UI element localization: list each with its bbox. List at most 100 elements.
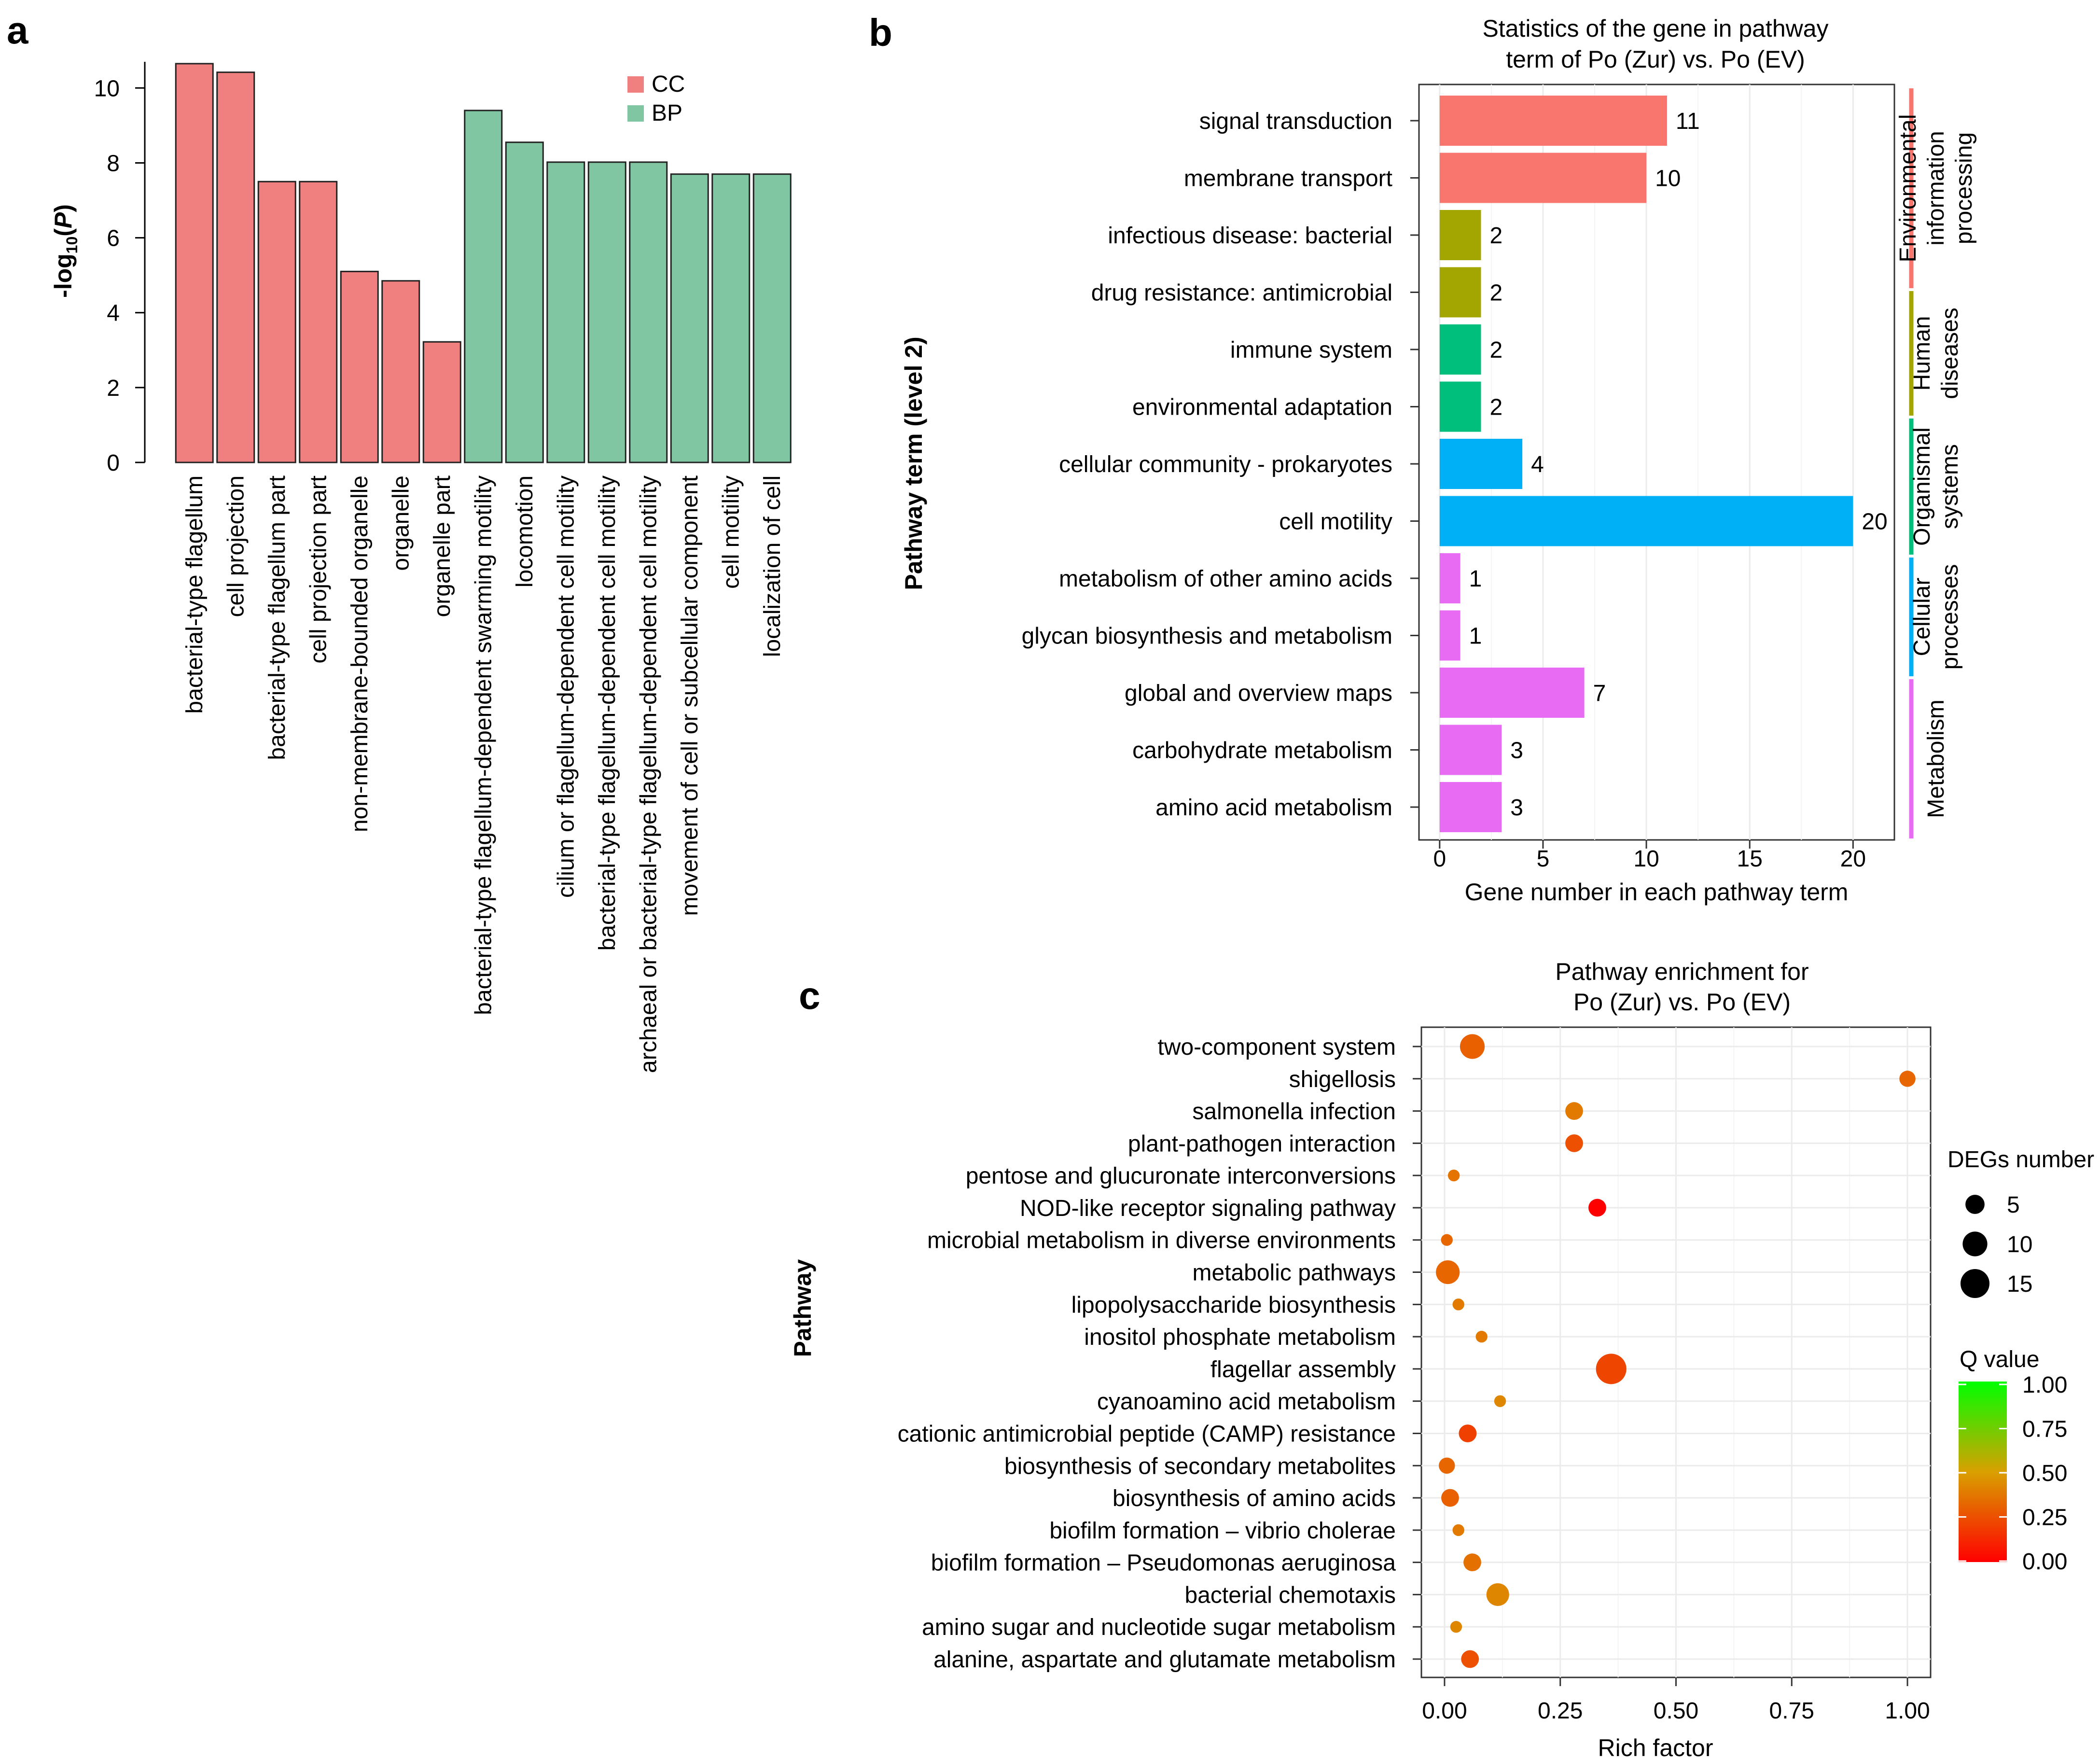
b-bar-value-label: 2 xyxy=(1489,223,1502,249)
bar-organelle-part xyxy=(422,341,461,463)
a-x-tick-label: movement of cell or subcellular componen… xyxy=(677,475,703,916)
legend-swatch-bp xyxy=(627,105,644,122)
b-bar-value-label: 3 xyxy=(1510,795,1523,821)
legend-label-cc: CC xyxy=(652,71,685,97)
b-y-tick-label: amino acid metabolism xyxy=(1155,795,1392,821)
size-legend-label: 15 xyxy=(2007,1271,2032,1297)
b-y-axis-title: Pathway term (level 2) xyxy=(900,336,927,590)
point-biosynthesis-of-secondary-metabolites xyxy=(1439,1457,1455,1474)
b-bar-value-label: 2 xyxy=(1489,280,1502,306)
point-amino-sugar-and-nucleotide-sugar-metabolism xyxy=(1450,1621,1462,1633)
b-bar-value-label: 2 xyxy=(1489,395,1502,420)
side-group-label: diseases xyxy=(1937,307,1963,399)
c-y-tick-label: flagellar assembly xyxy=(1210,1357,1396,1382)
point-biofilm-formation-pseudomonas-aeruginosa xyxy=(1463,1553,1481,1572)
c-y-tick-label: NOD-like receptor signaling pathway xyxy=(1020,1196,1396,1221)
c-y-tick-label: inositol phosphate metabolism xyxy=(1084,1325,1396,1350)
b-bar-value-label: 2 xyxy=(1489,337,1502,363)
colorbar-tick-label: 0.50 xyxy=(2022,1461,2067,1486)
a-y-tick-label: 8 xyxy=(107,151,120,176)
point-plant-pathogen-interaction xyxy=(1565,1134,1583,1152)
c-color-legend: Q value 1.00 0.75 0.50 0.25 0.00 xyxy=(1959,1347,2067,1575)
side-group-label: systems xyxy=(1937,444,1963,529)
side-group-label: Organismal xyxy=(1909,427,1935,545)
c-grid xyxy=(1421,1027,1931,1677)
a-x-tick-label: cell projection xyxy=(223,475,249,617)
point-nod-like-receptor-signaling-pathway xyxy=(1588,1199,1606,1217)
a-x-tick-label: organelle xyxy=(388,475,414,571)
bar-cellular-community-prokaryotes xyxy=(1439,439,1523,489)
point-lipopolysaccharide-biosynthesis xyxy=(1452,1298,1464,1311)
b-bar-value-label: 3 xyxy=(1510,738,1523,764)
colorbar-tick-label: 0.00 xyxy=(2022,1549,2067,1575)
c-y-tick-label: biosynthesis of amino acids xyxy=(1113,1486,1396,1511)
point-cyanoamino-acid-metabolism xyxy=(1494,1395,1506,1407)
bar-global-and-overview-maps xyxy=(1439,668,1585,718)
c-y-tick-label: biofilm formation – vibrio cholerae xyxy=(1049,1518,1396,1544)
c-y-tick-label: cationic antimicrobial peptide (CAMP) re… xyxy=(898,1421,1396,1447)
a-x-tick-label: cilium or flagellum-dependent cell motil… xyxy=(553,475,579,898)
b-y-tick-label: cell motility xyxy=(1279,509,1392,535)
b-y-tick-label: environmental adaptation xyxy=(1132,395,1392,420)
panel-label-a: a xyxy=(7,9,28,52)
bar-organelle xyxy=(381,280,420,463)
c-y-tick-label: two-component system xyxy=(1157,1034,1396,1060)
bar-cell-projection-part xyxy=(299,181,338,463)
panel-a: a -log10(P) 0 2 4 6 8 10 bacterial-type flage… xyxy=(7,9,792,1073)
b-bar-value-label: 11 xyxy=(1676,109,1700,134)
bar-amino-acid-metabolism xyxy=(1439,782,1502,832)
c-x-tick-label: 0.00 xyxy=(1422,1698,1467,1724)
colorbar-tick-label: 0.75 xyxy=(2022,1417,2067,1442)
c-y-tick-label: salmonella infection xyxy=(1192,1099,1396,1125)
b-x-tick-label: 0 xyxy=(1433,846,1446,872)
size-legend-dot xyxy=(1962,1231,1988,1256)
c-x-tick-label: 0.50 xyxy=(1654,1698,1698,1724)
bar-bacterial-type-flagellum-dependent-cell-motility xyxy=(587,161,626,463)
c-y-tick-label: lipopolysaccharide biosynthesis xyxy=(1071,1292,1396,1318)
size-legend-title: DEGs number xyxy=(1947,1147,2094,1173)
legend-swatch-cc xyxy=(627,76,644,93)
point-biosynthesis-of-amino-acids xyxy=(1441,1489,1459,1507)
size-legend-label: 5 xyxy=(2007,1192,2020,1218)
a-x-tick-label: bacterial-type flagellum-dependent swarm… xyxy=(471,475,496,1015)
side-group-label: Environmental xyxy=(1895,114,1921,263)
size-legend-dot xyxy=(1965,1195,1985,1214)
panel-label-b: b xyxy=(869,11,892,54)
c-y-tick-label: biosynthesis of secondary metabolites xyxy=(1004,1453,1396,1479)
point-shigellosis xyxy=(1899,1071,1916,1087)
c-y-tick-label: biofilm formation – Pseudomonas aerugino… xyxy=(931,1550,1396,1576)
a-y-axis-title: -log10(P) xyxy=(50,204,81,298)
c-x-tick-label: 0.75 xyxy=(1769,1698,1814,1724)
b-y-tick-label: immune system xyxy=(1230,337,1392,363)
b-y-tick-label: drug resistance: antimicrobial xyxy=(1091,280,1392,306)
point-metabolic-pathways xyxy=(1436,1260,1460,1284)
bar-archaeal-or-bacterial-type-flagellum-dependent-cell-motility xyxy=(629,161,668,463)
b-y-tick-label: carbohydrate metabolism xyxy=(1132,738,1392,764)
size-legend-dot xyxy=(1960,1269,1990,1298)
side-group-label: information xyxy=(1923,131,1949,245)
bar-bacterial-type-flagellum-part xyxy=(257,181,296,463)
bar-non-membrane-bounded-organelle xyxy=(340,270,379,463)
a-bars xyxy=(175,63,792,463)
a-x-tick-label: bacterial-type flagellum xyxy=(182,475,208,714)
bar-cell-motility xyxy=(1439,496,1853,546)
bar-drug-resistance-antimicrobial xyxy=(1439,267,1481,318)
point-two-component-system xyxy=(1460,1034,1485,1059)
c-y-axis-title: Pathway xyxy=(789,1259,816,1357)
a-x-tick-label: organelle part xyxy=(430,475,455,617)
bar-glycan-biosynthesis-and-metabolism xyxy=(1439,610,1460,661)
a-y-tick-label: 10 xyxy=(94,76,120,101)
panel-b: b Statistics of the gene in pathway term… xyxy=(869,11,1977,906)
bar-cell-motility xyxy=(711,173,751,463)
side-group-label: Human xyxy=(1909,316,1935,391)
c-y-tick-labels: two-component system shigellosis salmonell… xyxy=(898,1034,1421,1673)
bar-bacterial-type-flagellum-dependent-swarming-motility xyxy=(464,110,503,463)
b-x-tick-label: 15 xyxy=(1737,846,1763,872)
b-y-tick-label: cellular community - prokaryotes xyxy=(1059,452,1392,477)
a-y-tick-label: 4 xyxy=(107,301,120,326)
color-legend-title: Q value xyxy=(1960,1347,2039,1372)
point-microbial-metabolism-in-diverse-environments xyxy=(1441,1234,1453,1246)
a-x-tick-label: locomotion xyxy=(512,475,538,587)
bar-movement-of-cell-or-subcellular-component xyxy=(670,173,709,463)
c-y-tick-label: bacterial chemotaxis xyxy=(1184,1582,1396,1608)
